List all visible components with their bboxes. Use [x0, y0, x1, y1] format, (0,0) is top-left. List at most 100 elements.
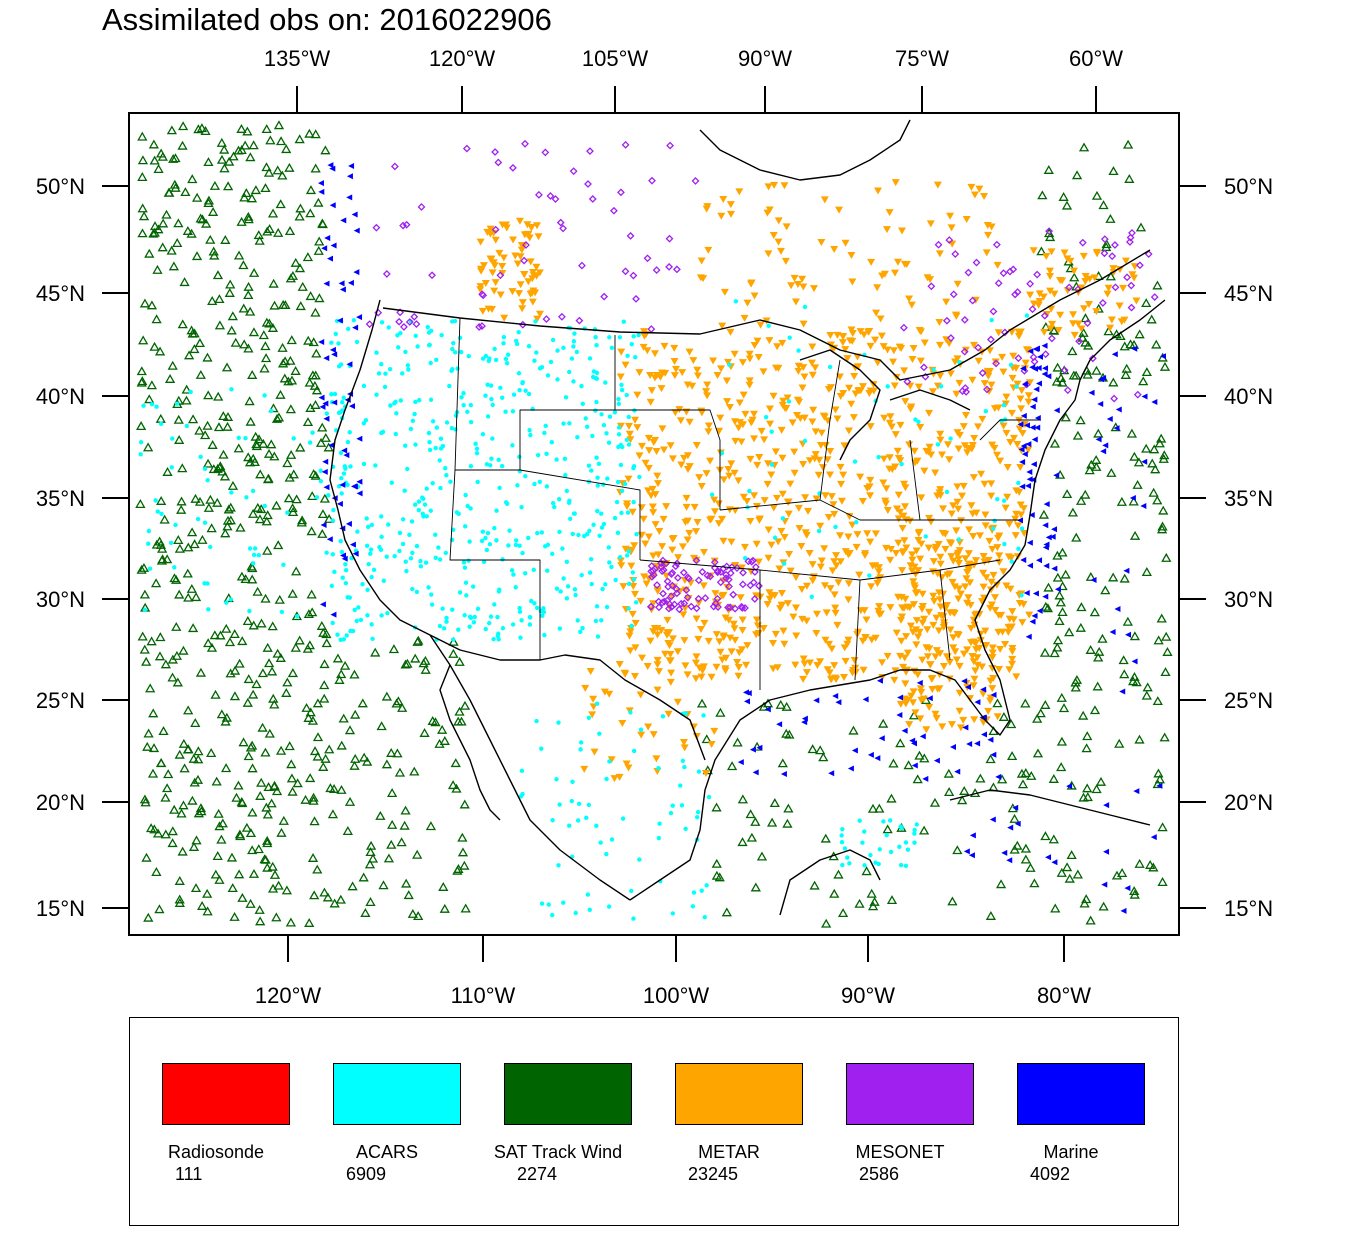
sat-track-wind-marker: [365, 847, 376, 857]
sat-track-wind-marker: [1129, 631, 1141, 641]
sat-track-wind-marker: [1050, 903, 1061, 913]
sat-track-wind-marker: [193, 754, 204, 764]
sat-track-wind-marker: [275, 745, 287, 755]
mesonet-marker: [1088, 354, 1097, 363]
sat-track-wind-marker: [319, 659, 330, 669]
metar-marker: [518, 305, 527, 313]
metar-marker: [652, 372, 661, 380]
metar-marker: [586, 668, 595, 676]
sat-track-wind-marker: [149, 155, 160, 165]
sat-track-wind-marker: [715, 707, 726, 717]
acars-marker: [379, 613, 384, 618]
sat-track-wind-marker: [160, 659, 171, 669]
sat-track-wind-marker: [295, 203, 306, 213]
marine-marker: [1020, 365, 1027, 372]
acars-marker: [425, 324, 430, 330]
metar-marker: [496, 291, 505, 299]
acars-marker: [369, 622, 374, 627]
sat-track-wind-marker: [169, 179, 180, 189]
metar-marker: [1002, 429, 1011, 437]
sat-track-wind-marker: [224, 288, 235, 297]
metar-marker: [839, 333, 848, 341]
metar-marker: [666, 678, 675, 686]
metar-marker: [954, 445, 963, 453]
metar-marker: [877, 332, 886, 340]
sat-track-wind-marker: [253, 844, 264, 854]
acars-marker: [854, 519, 859, 525]
acars-marker: [392, 553, 397, 559]
marine-marker: [352, 550, 359, 557]
sat-track-wind-marker: [1061, 862, 1073, 872]
sat-track-wind-marker: [263, 448, 275, 458]
metar-marker: [820, 196, 829, 204]
marine-marker: [1026, 469, 1033, 476]
marine-marker: [1053, 407, 1060, 414]
acars-marker: [597, 731, 602, 736]
sat-track-wind-marker: [240, 140, 251, 150]
metar-marker: [534, 233, 543, 241]
metar-marker: [873, 284, 882, 292]
acars-marker: [398, 330, 403, 336]
sat-track-wind-marker: [1071, 170, 1083, 180]
marine-marker: [1043, 562, 1050, 569]
left-lat-label: 35°N: [36, 486, 85, 511]
marine-marker: [1150, 834, 1157, 841]
sat-track-wind-marker: [250, 431, 261, 441]
metar-marker: [1015, 488, 1024, 496]
acars-marker: [450, 319, 455, 324]
acars-marker: [995, 496, 1000, 502]
sat-track-wind-marker: [1071, 532, 1082, 542]
metar-marker: [508, 288, 517, 296]
acars-marker: [463, 492, 468, 498]
marine-marker: [1041, 342, 1048, 349]
sat-track-wind-marker: [1129, 886, 1140, 896]
acars-marker: [510, 443, 515, 448]
metar-marker: [724, 466, 733, 474]
sat-track-wind-marker: [387, 819, 398, 829]
sat-track-wind-marker: [233, 443, 244, 453]
metar-marker: [626, 628, 635, 636]
acars-marker: [626, 414, 631, 420]
metar-marker: [874, 564, 883, 572]
sat-track-wind-marker: [208, 464, 219, 474]
marine-marker: [974, 699, 981, 706]
metar-marker: [648, 485, 657, 493]
acars-marker: [992, 518, 997, 524]
acars-marker: [433, 555, 438, 561]
metar-marker: [780, 534, 789, 542]
metar-marker: [653, 587, 662, 595]
sat-track-wind-marker: [137, 203, 148, 213]
sat-track-wind-marker: [254, 235, 265, 245]
sat-track-wind-marker: [177, 463, 188, 473]
sat-track-wind-marker: [1152, 779, 1163, 789]
bottom-lon-label: 80°W: [1037, 983, 1091, 1008]
metar-marker: [955, 689, 964, 697]
acars-marker: [575, 818, 581, 823]
acars-marker: [400, 541, 406, 547]
marine-marker: [916, 679, 923, 686]
sat-track-wind-marker: [1157, 822, 1168, 832]
metar-marker: [826, 331, 835, 339]
marine-marker: [911, 740, 918, 747]
marine-marker: [317, 180, 324, 187]
acars-marker: [550, 912, 555, 918]
acars-marker: [492, 602, 497, 607]
sat-track-wind-marker: [756, 851, 768, 861]
metar-marker: [659, 515, 668, 523]
metar-marker: [820, 413, 829, 421]
acars-marker: [228, 597, 234, 602]
metar-marker: [916, 715, 925, 723]
metar-marker: [869, 381, 878, 389]
metar-marker: [532, 272, 541, 280]
metar-marker: [652, 755, 661, 763]
metar-marker: [712, 631, 721, 639]
legend-count: 2274: [517, 1164, 558, 1184]
sat-track-wind-marker: [287, 270, 299, 280]
metar-marker: [909, 578, 918, 586]
metar-marker: [840, 442, 849, 450]
sat-track-wind-marker: [1154, 774, 1166, 784]
acars-marker: [250, 488, 256, 494]
sat-track-wind-marker: [162, 467, 173, 476]
metar-marker: [671, 365, 680, 373]
